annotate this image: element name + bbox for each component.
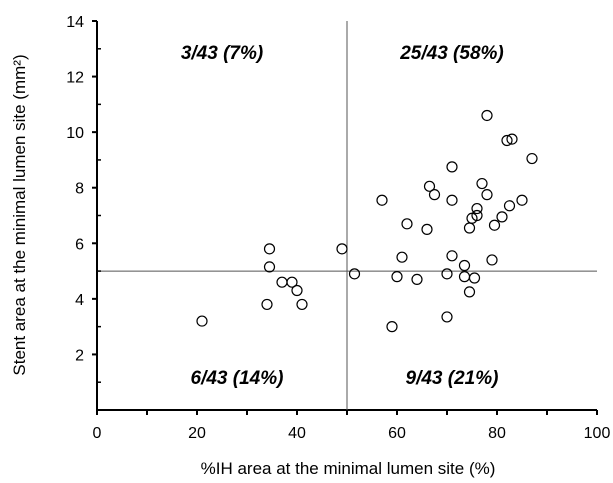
y-tick-label: 4	[75, 292, 84, 309]
data-points	[197, 110, 537, 331]
ticks: 0 20 40 60 80 100 2 4 6 8 10 12 14	[66, 14, 610, 442]
data-point	[482, 110, 492, 120]
data-point	[465, 223, 475, 233]
data-point	[490, 220, 500, 230]
data-point	[497, 212, 507, 222]
quadrant-labels: 3/43 (7%) 25/43 (58%) 6/43 (14%) 9/43 (2…	[181, 43, 504, 389]
y-tick-label: 10	[66, 125, 84, 142]
y-tick-label: 2	[75, 347, 84, 364]
data-point	[430, 190, 440, 200]
x-tick-label: 80	[488, 425, 506, 442]
data-point	[487, 255, 497, 265]
data-point	[465, 287, 475, 297]
reference-lines	[97, 21, 597, 410]
x-axis-title: %IH area at the minimal lumen site (%)	[201, 459, 496, 478]
x-tick-label: 100	[584, 425, 611, 442]
data-point	[412, 274, 422, 284]
data-point	[482, 190, 492, 200]
data-point	[392, 272, 402, 282]
data-point	[447, 251, 457, 261]
x-tick-label: 40	[288, 425, 306, 442]
data-point	[402, 219, 412, 229]
data-point	[447, 162, 457, 172]
x-tick-label: 60	[388, 425, 406, 442]
data-point	[397, 252, 407, 262]
data-point	[387, 322, 397, 332]
data-point	[350, 269, 360, 279]
x-tick-label: 0	[93, 425, 102, 442]
data-point	[292, 286, 302, 296]
data-point	[442, 312, 452, 322]
y-axis-title: Stent area at the minimal lumen site (mm…	[10, 54, 29, 375]
data-point	[505, 201, 515, 211]
data-point	[442, 269, 452, 279]
data-point	[337, 244, 347, 254]
quadrant-label-top-left: 3/43 (7%)	[181, 43, 263, 64]
data-point	[460, 272, 470, 282]
quadrant-label-top-right: 25/43 (58%)	[399, 43, 504, 64]
data-point	[262, 299, 272, 309]
data-point	[527, 154, 537, 164]
data-point	[265, 244, 275, 254]
data-point	[277, 277, 287, 287]
data-point	[477, 179, 487, 189]
y-tick-label: 14	[66, 14, 84, 31]
y-tick-label: 8	[75, 181, 84, 198]
y-tick-label: 12	[66, 70, 84, 87]
data-point	[517, 195, 527, 205]
data-point	[265, 262, 275, 272]
data-point	[377, 195, 387, 205]
data-point	[470, 273, 480, 283]
data-point	[297, 299, 307, 309]
quadrant-label-bottom-left: 6/43 (14%)	[191, 368, 284, 389]
axis-titles: %IH area at the minimal lumen site (%) S…	[10, 54, 495, 478]
data-point	[197, 316, 207, 326]
data-point	[447, 195, 457, 205]
quadrant-label-bottom-right: 9/43 (21%)	[406, 368, 499, 389]
x-tick-label: 20	[188, 425, 206, 442]
data-point	[460, 261, 470, 271]
y-tick-label: 6	[75, 236, 84, 253]
data-point	[422, 224, 432, 234]
